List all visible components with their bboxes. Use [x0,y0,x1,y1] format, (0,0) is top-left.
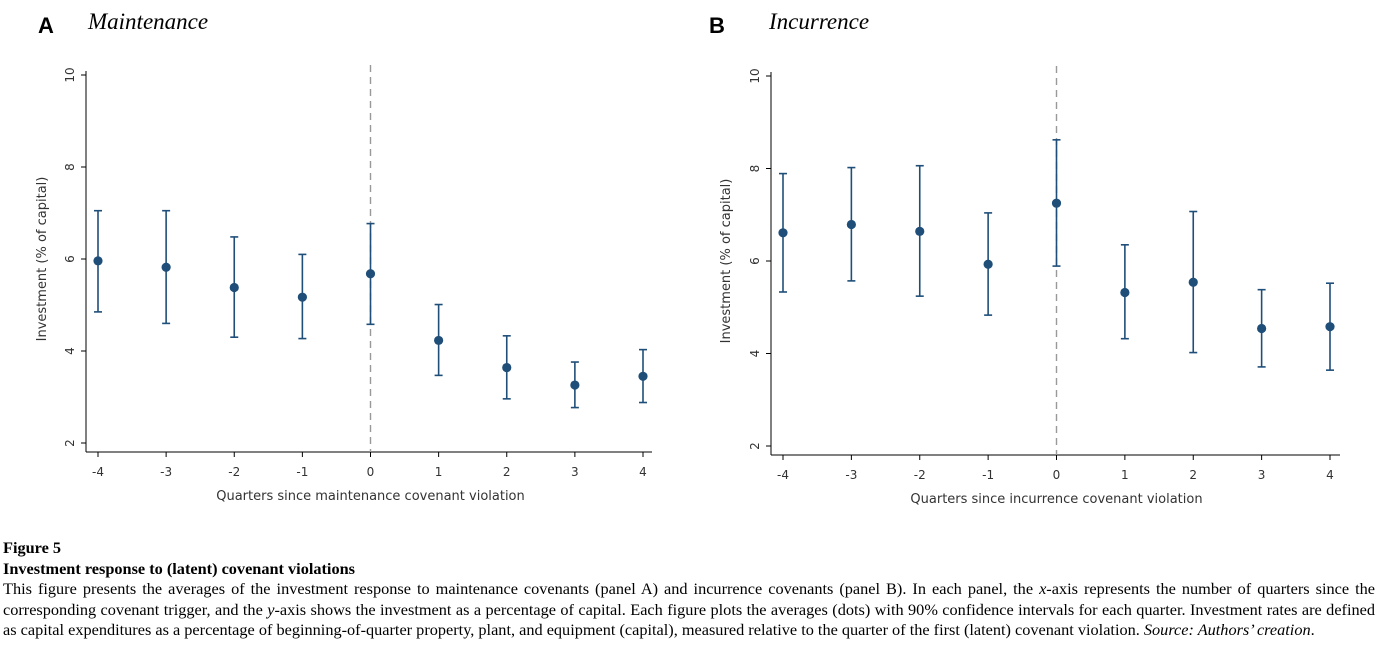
chart-panel-b: B Incurrence 2 4 6 8 10 -4 -3 -2 -1 0 1 2 3 4 Investment… [709,9,1340,507]
y-tick-label: 10 [748,68,762,83]
x-tick-label: 4 [1326,468,1334,482]
y-axis-title: Investment (% of capital) [719,179,734,344]
caption-source-end: . [1310,620,1315,640]
x-tick-label: -4 [777,468,789,482]
data-point [1325,322,1335,332]
y-tick-label: 4 [748,350,762,358]
data-point [502,362,512,373]
data-point [229,282,239,293]
panel-letter: A [38,13,54,38]
figure-caption: Figure 5 Investment response to (latent)… [3,538,1375,641]
x-tick-label: 2 [503,465,511,479]
y-tick-label: 2 [748,442,762,450]
x-tick-label: 4 [639,465,647,479]
data-point [915,226,925,236]
data-point [570,380,580,390]
x-tick-label: 3 [1258,468,1266,482]
x-tick-label: -2 [228,465,240,479]
data-point [778,228,788,238]
figure-description: This figure presents the averages of the… [3,579,1375,641]
data-point [1257,323,1267,334]
y-tick-label: 10 [63,67,77,82]
data-point [365,269,376,279]
data-point [638,371,648,381]
x-tick-label: 0 [1053,468,1061,482]
caption-text-3: -axis shows the investment as a percenta… [3,599,1375,640]
x-tick-label: -1 [982,468,994,482]
y-tick-label: 2 [63,439,77,447]
data-point [1051,198,1062,208]
y-tick-label: 4 [63,347,77,355]
x-tick-label: 2 [1189,468,1197,482]
caption-source: Source: Authors’ creation [1143,620,1311,640]
data-point [983,259,993,269]
y-tick-label: 8 [748,165,762,173]
x-tick-label: -3 [160,465,172,479]
y-axis-title: Investment (% of capital) [35,177,50,342]
data-point [93,256,103,266]
panel-title: Maintenance [87,9,208,34]
x-tick-label: 1 [435,465,443,479]
figure-title: Investment response to (latent) covenant… [3,558,355,578]
caption-text-2: -axis represents the number of quarters … [3,579,1375,619]
x-tick-label: 1 [1121,468,1129,482]
x-tick-label: -2 [914,468,926,482]
caption-x-symbol: x [1039,579,1047,599]
caption-y-symbol: y [267,599,275,619]
data-point [161,262,171,272]
x-tick-label: 3 [571,465,579,479]
chart-panel-a: A Maintenance 2 4 6 8 10 -4 -3 -2 -1 0 1 2 3 4 Investmen… [35,9,652,504]
x-tick-label: 0 [367,465,375,479]
x-tick-label: -4 [92,465,104,479]
data-point [297,292,307,302]
data-point [1120,287,1130,298]
data-point [434,335,444,346]
figure-number: Figure 5 [3,538,62,557]
x-axis-title: Quarters since maintenance covenant viol… [216,489,525,504]
data-point [1188,277,1198,287]
data-point [846,219,856,230]
x-tick-label: -3 [845,468,857,482]
y-tick-label: 6 [748,257,762,265]
panel-letter: B [709,13,725,38]
x-tick-label: -1 [296,465,308,479]
panel-title: Incurrence [768,9,869,34]
y-tick-label: 6 [63,255,77,263]
y-tick-label: 8 [63,163,77,171]
caption-text-1: This figure presents the averages of the… [3,579,1040,599]
x-axis-title: Quarters since incurrence covenant viola… [910,492,1202,507]
